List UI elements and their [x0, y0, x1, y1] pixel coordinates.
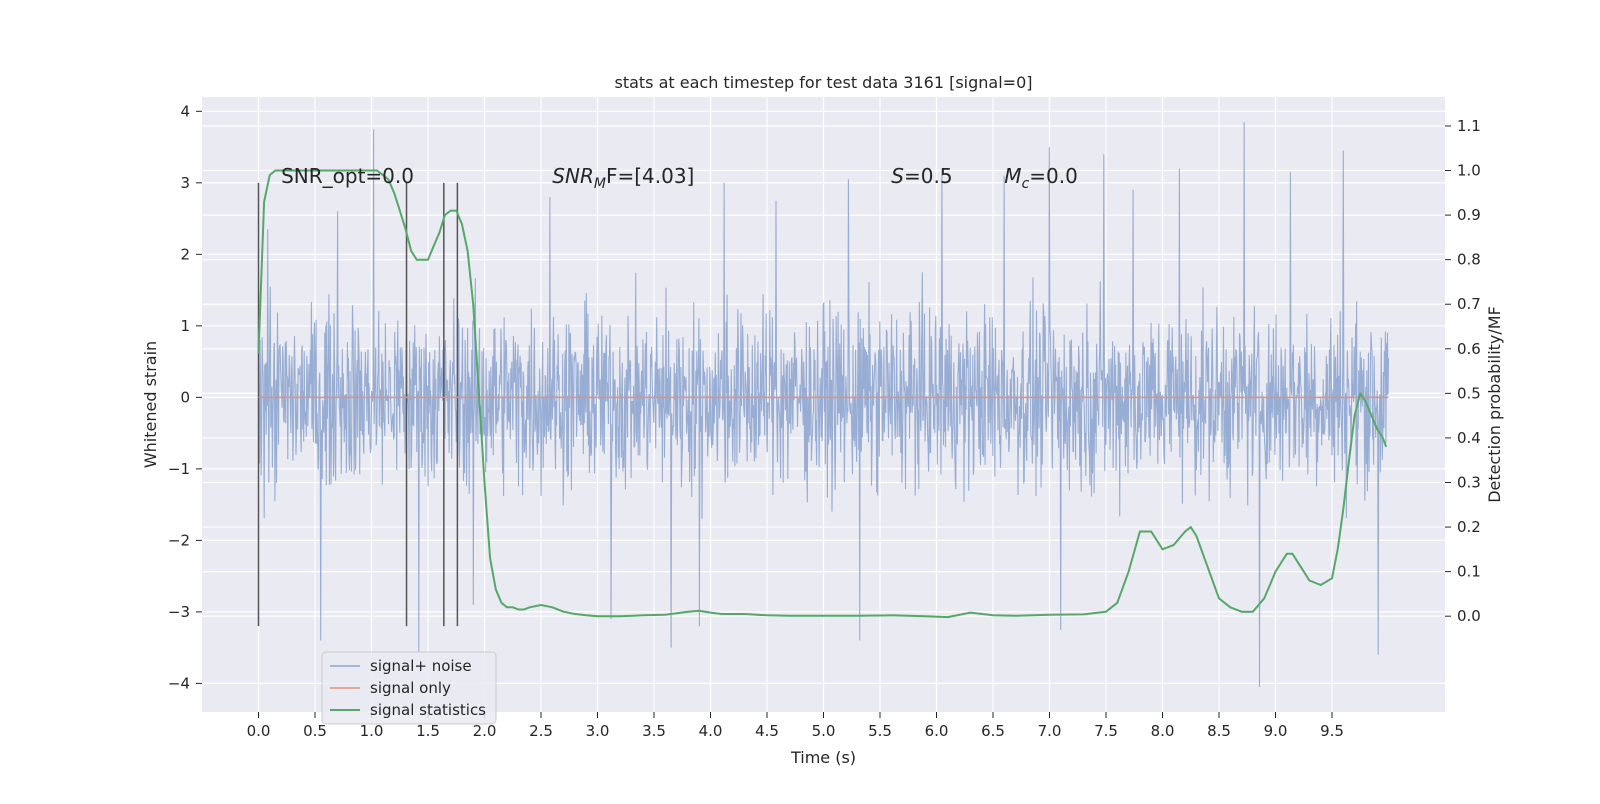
annotation-s: S=0.5 [891, 164, 952, 188]
x-tick-label: 5.0 [812, 722, 836, 740]
x-tick-label: 0.0 [247, 722, 271, 740]
x-tick-label: 8.5 [1207, 722, 1231, 740]
y2-tick-label: 0.2 [1457, 518, 1481, 536]
legend-label-signal-noise: signal+ noise [370, 657, 472, 675]
x-tick-label: 1.5 [416, 722, 440, 740]
x-tick-label: 1.0 [360, 722, 384, 740]
y-tick-label: −3 [168, 603, 190, 621]
x-tick-label: 7.5 [1094, 722, 1118, 740]
x-tick-label: 2.5 [529, 722, 553, 740]
annotation-snr-mf-value: F=[4.03] [606, 164, 694, 188]
x-tick-label: 5.5 [868, 722, 892, 740]
y2-tick-label: 0.5 [1457, 384, 1481, 402]
x-tick-label: 4.0 [699, 722, 723, 740]
y-tick-label: −2 [168, 531, 190, 549]
x-tick-label: 9.0 [1264, 722, 1288, 740]
annotation-snr-mf-symbol: SNR [552, 164, 594, 188]
signal-noise-series [257, 121, 1390, 688]
y-tick-label: 1 [180, 317, 190, 335]
legend-label-signal-statistics: signal statistics [370, 701, 486, 719]
legend-label-signal-only: signal only [370, 679, 451, 697]
y2-tick-label: 0.7 [1457, 295, 1481, 313]
y-tick-label: 0 [180, 388, 190, 406]
x-tick-label: 0.5 [303, 722, 327, 740]
x-tick-label: 3.0 [586, 722, 610, 740]
series-signal-noise [257, 121, 1390, 688]
series-signal-statistics [257, 169, 1388, 619]
y2-tick-label: 0.6 [1457, 340, 1481, 358]
annotation-s-value: =0.5 [904, 164, 953, 188]
x-axis-label: Time (s) [790, 748, 856, 767]
legend-box [321, 651, 497, 725]
y2-tick-label: 0.0 [1457, 607, 1481, 625]
y-tick-label: 3 [180, 174, 190, 192]
legend: signal+ noise signal only signal statist… [321, 651, 497, 725]
x-tick-label: 4.5 [755, 722, 779, 740]
x-tick-label: 2.0 [473, 722, 497, 740]
x-tick-label: 8.0 [1151, 722, 1175, 740]
annotation-mc: Mc=0.0 [1004, 164, 1078, 192]
annotation-mc-value: =0.0 [1029, 164, 1078, 188]
y2-tick-label: 1.0 [1457, 162, 1481, 180]
x-tick-label: 9.5 [1320, 722, 1344, 740]
y2-tick-label: 0.4 [1457, 429, 1481, 447]
y-tick-label: −4 [168, 674, 190, 692]
y2-axis-label: Detection probability/MF [1485, 306, 1504, 503]
y-axis-label: Whitened strain [141, 341, 160, 468]
annotation-snr-mf-subscript: M [594, 176, 606, 192]
annotation-mc-symbol: M [1004, 164, 1021, 188]
y2-tick-label: 0.9 [1457, 206, 1481, 224]
axes: 0.0 0.5 1.0 1.5 2.0 2.5 3.0 3.5 4.0 4.5 5.0 5.5 6.0 6… [168, 102, 1481, 740]
annotation-mc-subscript: c [1022, 176, 1030, 192]
annotation-s-symbol: S [891, 164, 904, 188]
y2-tick-label: 0.3 [1457, 473, 1481, 491]
y2-tick-label: 1.1 [1457, 117, 1481, 135]
annotation-snr-opt: SNR_opt=0.0 [281, 164, 414, 188]
x-tick-label: 6.0 [925, 722, 949, 740]
y-tick-label: −1 [168, 460, 190, 478]
y2-tick-label: 0.1 [1457, 563, 1481, 581]
x-tick-label: 3.5 [642, 722, 666, 740]
vertical-markers [257, 182, 459, 627]
y-tick-label: 2 [180, 245, 190, 263]
annotation-snr-mf: SNRMF=[4.03] [552, 164, 694, 192]
chart-title: stats at each timestep for test data 316… [614, 73, 1032, 92]
x-tick-label: 6.5 [981, 722, 1005, 740]
x-tick-label: 7.0 [1038, 722, 1062, 740]
line-series [257, 169, 1389, 619]
y-tick-label: 4 [180, 102, 190, 120]
y2-tick-label: 0.8 [1457, 251, 1481, 269]
